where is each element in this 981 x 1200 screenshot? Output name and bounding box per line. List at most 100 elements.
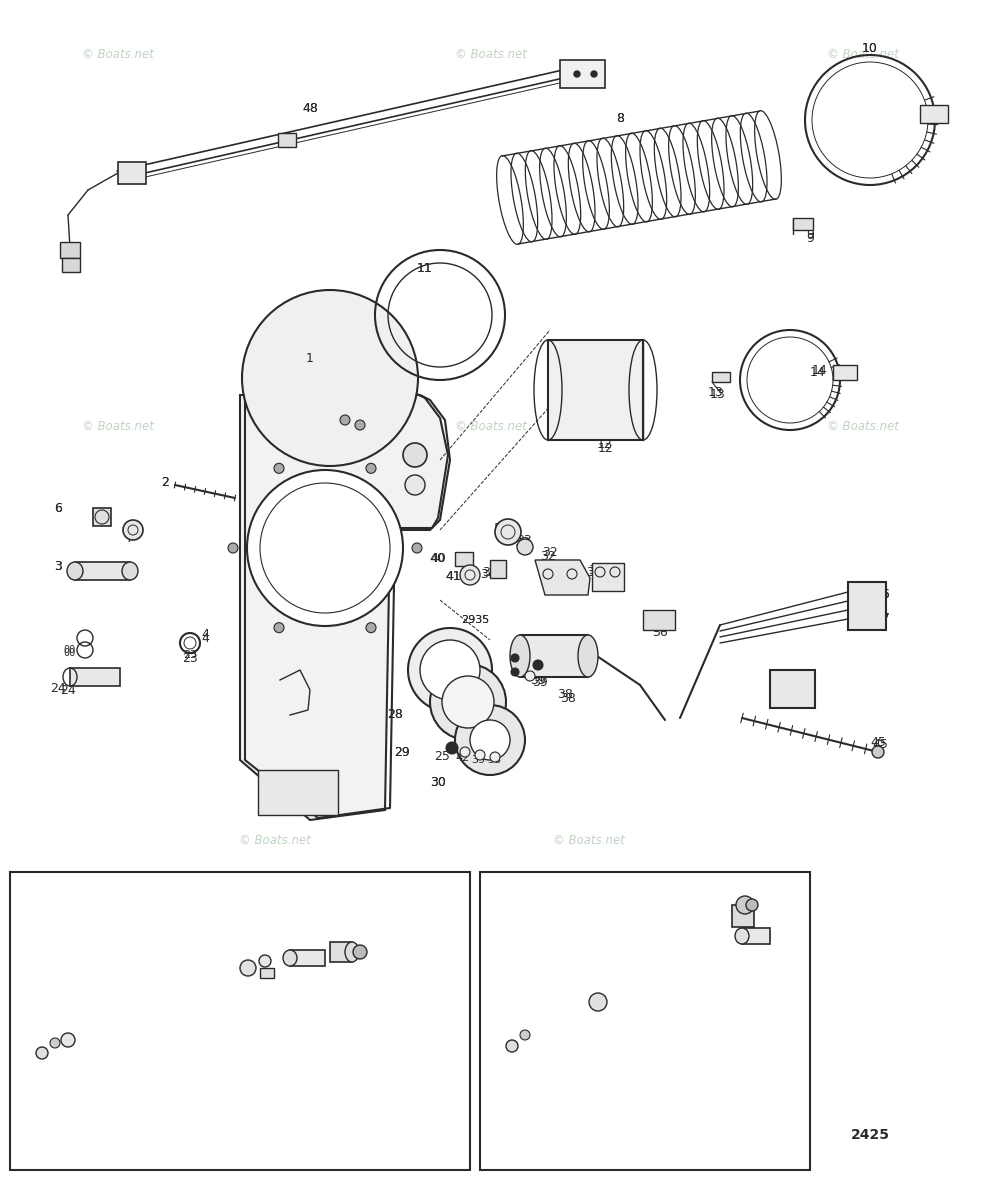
Circle shape: [591, 71, 597, 77]
Circle shape: [366, 623, 376, 632]
Text: 2935: 2935: [461, 614, 490, 625]
Text: 29: 29: [394, 745, 410, 758]
Circle shape: [408, 628, 492, 712]
Text: 11: 11: [417, 262, 433, 275]
Circle shape: [460, 746, 470, 757]
Text: 23: 23: [182, 650, 197, 660]
Circle shape: [746, 899, 758, 911]
Text: 14: 14: [812, 364, 828, 377]
Circle shape: [495, 518, 521, 545]
Bar: [643, 610, 675, 630]
Circle shape: [259, 955, 271, 967]
Text: 10: 10: [862, 42, 878, 54]
Text: 9: 9: [806, 228, 814, 241]
Circle shape: [61, 1033, 75, 1046]
Circle shape: [420, 640, 480, 700]
Text: 45: 45: [872, 738, 888, 751]
Text: 11: 11: [417, 262, 433, 275]
Text: 7: 7: [126, 528, 134, 541]
Text: 15: 15: [502, 1036, 518, 1049]
Text: 34: 34: [480, 569, 495, 582]
Circle shape: [490, 752, 500, 762]
Ellipse shape: [345, 942, 359, 962]
Bar: [93, 508, 111, 526]
Text: 12: 12: [598, 442, 614, 455]
Circle shape: [446, 742, 458, 754]
Text: 24: 24: [50, 682, 66, 695]
Text: © Boats.net: © Boats.net: [827, 48, 900, 60]
Text: DESIGN-II: DESIGN-II: [583, 886, 657, 900]
Text: 1: 1: [306, 352, 314, 365]
Bar: [490, 560, 506, 578]
Circle shape: [574, 71, 580, 77]
Circle shape: [525, 671, 535, 680]
Text: 48: 48: [302, 102, 318, 114]
Text: 2: 2: [161, 476, 169, 490]
Ellipse shape: [510, 635, 530, 677]
Bar: [60, 242, 80, 258]
Text: 18: 18: [254, 946, 270, 959]
Text: 9: 9: [806, 232, 814, 245]
Circle shape: [242, 290, 418, 466]
Text: 26: 26: [874, 588, 890, 600]
Circle shape: [274, 463, 284, 473]
Ellipse shape: [67, 562, 83, 580]
Text: 28: 28: [387, 708, 403, 721]
Text: 33: 33: [514, 535, 530, 548]
Text: 27: 27: [874, 612, 890, 624]
Text: 44: 44: [795, 682, 810, 695]
Text: 7: 7: [126, 532, 134, 545]
Bar: [260, 968, 274, 978]
Circle shape: [455, 704, 525, 775]
Text: © Boats.net: © Boats.net: [238, 834, 311, 846]
Text: 2935: 2935: [461, 614, 490, 625]
Text: 39: 39: [530, 673, 545, 686]
Text: 2425: 2425: [851, 1128, 890, 1142]
Bar: [278, 133, 296, 146]
Text: 23: 23: [182, 652, 198, 665]
Bar: [833, 365, 857, 380]
Circle shape: [520, 1030, 530, 1040]
Text: 31: 31: [522, 636, 538, 648]
Bar: [732, 905, 754, 926]
Text: 38: 38: [560, 691, 576, 704]
Text: 21: 21: [364, 937, 380, 950]
Circle shape: [412, 542, 422, 553]
Bar: [480, 872, 810, 1170]
Text: 8: 8: [616, 112, 624, 125]
Text: 25: 25: [434, 750, 450, 762]
Circle shape: [460, 565, 480, 584]
Ellipse shape: [735, 928, 749, 944]
Text: 24: 24: [60, 684, 76, 696]
Text: 5: 5: [506, 522, 514, 534]
Bar: [258, 770, 338, 815]
Text: © Boats.net: © Boats.net: [552, 834, 625, 846]
Text: 46: 46: [734, 936, 749, 948]
Text: 3: 3: [54, 560, 62, 574]
Text: 22: 22: [70, 1024, 86, 1037]
Circle shape: [123, 520, 143, 540]
Circle shape: [511, 654, 519, 662]
Circle shape: [405, 475, 425, 494]
Bar: [742, 928, 770, 944]
Bar: [592, 563, 624, 590]
Text: 6: 6: [54, 502, 62, 515]
Text: 47: 47: [712, 894, 728, 906]
Polygon shape: [240, 395, 450, 820]
Text: 4: 4: [201, 629, 209, 642]
Bar: [10, 872, 470, 1170]
Circle shape: [366, 463, 376, 473]
Text: 13: 13: [710, 389, 726, 402]
Text: 19: 19: [262, 976, 278, 989]
Bar: [560, 60, 605, 88]
Bar: [330, 942, 352, 962]
Bar: [455, 552, 473, 566]
Text: 29: 29: [394, 745, 410, 758]
Text: 13: 13: [708, 385, 724, 398]
Polygon shape: [535, 560, 590, 595]
Text: 26: 26: [874, 588, 890, 600]
Circle shape: [353, 946, 367, 959]
Circle shape: [872, 746, 884, 758]
Text: DESIGN-I: DESIGN-I: [125, 886, 195, 900]
Text: 38: 38: [487, 755, 501, 766]
